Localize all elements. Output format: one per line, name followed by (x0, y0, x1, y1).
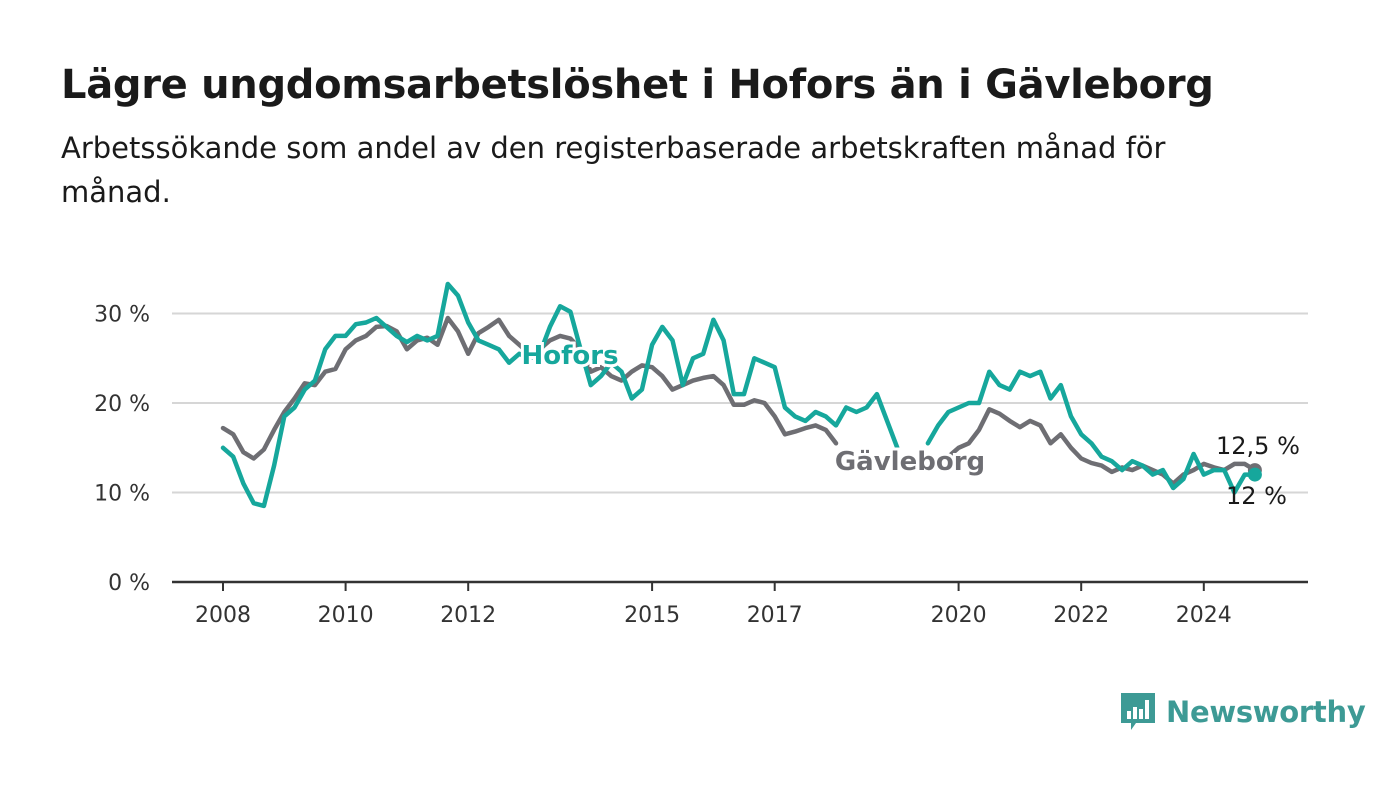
bar-chart-icon (1121, 693, 1155, 730)
x-tick-label: 2024 (1176, 603, 1232, 628)
y-tick-label: 0 % (108, 571, 150, 596)
x-tick-label: 2020 (931, 603, 987, 628)
x-axis: 2008 2010 2012 2015 2017 2020 2022 2024 (172, 580, 1308, 628)
x-tick-label: 2010 (318, 603, 374, 628)
series-labels: Hofors Gävleborg 12,5 % 12 % (518, 338, 1300, 510)
series-label-hofors: Hofors (521, 341, 618, 371)
newsworthy-logo: Newsworthy (1118, 690, 1366, 734)
x-tick-label: 2017 (747, 603, 803, 628)
chart-title: Lägre ungdomsarbetslöshet i Hofors än i … (61, 62, 1214, 108)
end-label-hofors: 12 % (1226, 482, 1287, 510)
y-tick-label: 20 % (94, 392, 150, 417)
end-label-gavleborg: 12,5 % (1216, 432, 1300, 460)
series-lines (220, 281, 1262, 509)
y-axis: 0 % 10 % 20 % 30 % (94, 303, 150, 597)
series-line-hofors (220, 281, 1258, 509)
y-tick-label: 10 % (94, 482, 150, 507)
x-tick-label: 2008 (195, 603, 251, 628)
series-label-gavleborg: Gävleborg (835, 447, 985, 477)
chart-subtitle: Arbetssökande som andel av den registerb… (61, 131, 1166, 209)
brand-name: Newsworthy (1166, 695, 1366, 729)
y-tick-label: 30 % (94, 303, 150, 328)
x-tick-label: 2015 (624, 603, 680, 628)
series-line-gvleborg (220, 315, 1258, 486)
x-tick-label: 2012 (440, 603, 496, 628)
end-point-hofors (1247, 467, 1262, 482)
x-tick-label: 2022 (1053, 603, 1109, 628)
